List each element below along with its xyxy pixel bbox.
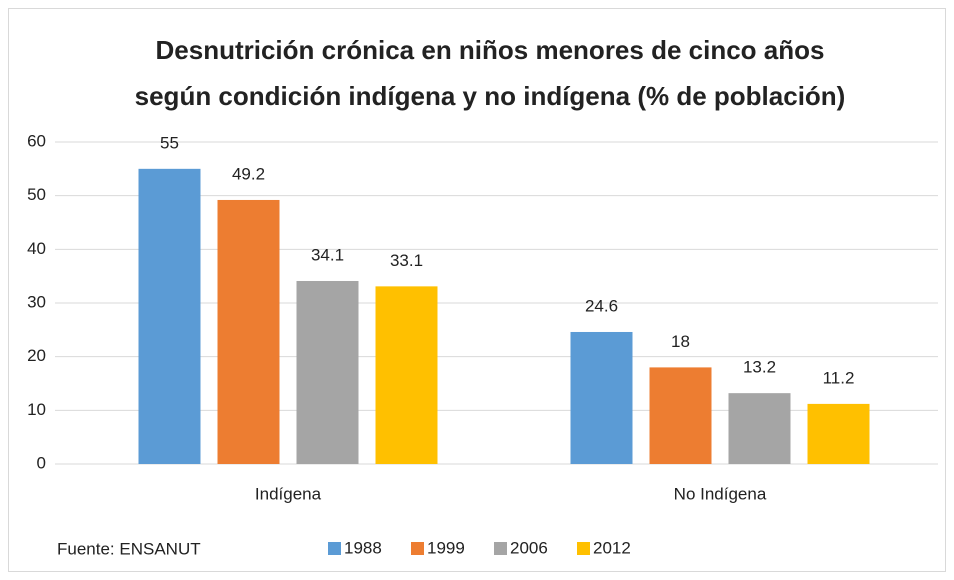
value-label: 33.1 [390,251,423,270]
y-tick-label: 0 [37,453,46,472]
legend-swatch [411,542,424,555]
bar [296,280,359,464]
y-tick-label: 50 [27,185,46,204]
chart-title: según condición indígena y no indígena (… [135,81,846,111]
legend-swatch [328,542,341,555]
value-label: 24.6 [585,296,618,315]
legend-label: 2006 [510,538,548,557]
y-tick-label: 30 [27,292,46,311]
value-label: 49.2 [232,164,265,183]
value-label: 13.2 [743,358,776,377]
value-label: 55 [160,133,179,152]
y-tick-label: 60 [27,131,46,150]
legend-swatch [577,542,590,555]
bar [807,403,870,464]
value-label: 18 [671,332,690,351]
value-label: 11.2 [823,368,855,387]
legend-swatch [494,542,507,555]
bar [217,199,280,464]
value-label: 34.1 [311,245,344,264]
bar [375,286,438,464]
legend-label: 1988 [344,538,382,557]
chart-title: Desnutrición crónica en niños menores de… [156,35,825,65]
x-tick-label: Indígena [255,484,322,503]
bar [649,367,712,464]
legend-label: 2012 [593,538,631,557]
y-tick-label: 40 [27,239,46,258]
y-tick-label: 10 [27,400,46,419]
x-tick-label: No Indígena [674,484,767,503]
bar [570,331,633,464]
legend-label: 1999 [427,538,465,557]
bar [728,393,791,464]
source-note: Fuente: ENSANUT [57,539,201,558]
bar [138,168,201,465]
y-tick-label: 20 [27,346,46,365]
